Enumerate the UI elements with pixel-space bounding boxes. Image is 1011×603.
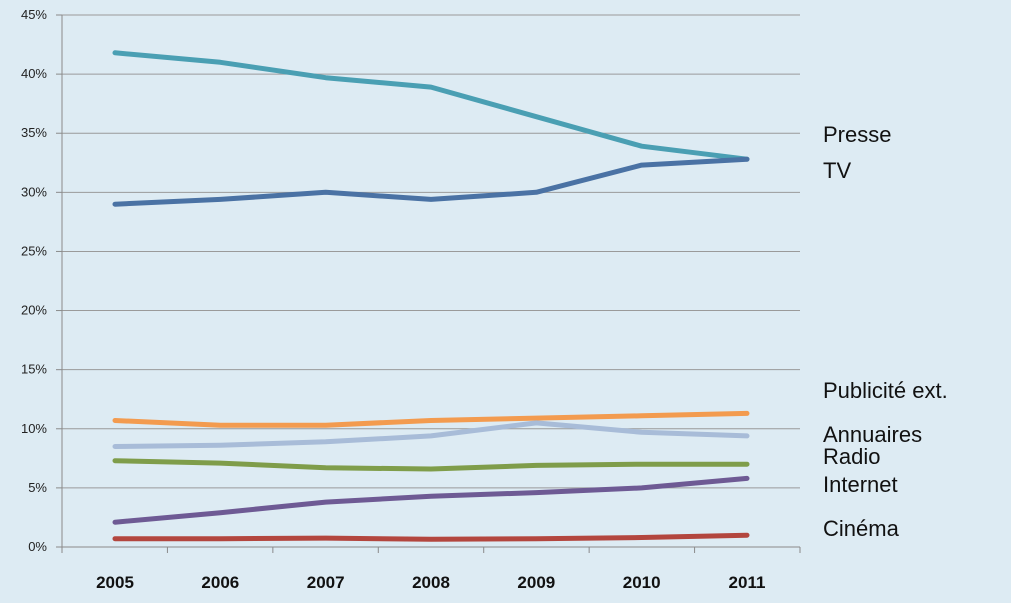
series-label: Publicité ext. — [823, 378, 948, 403]
x-tick-label: 2007 — [307, 573, 345, 592]
x-tick-label: 2006 — [201, 573, 239, 592]
y-tick-label: 10% — [21, 421, 47, 436]
y-tick-label: 25% — [21, 243, 47, 258]
series-label: Cinéma — [823, 516, 900, 541]
y-tick-label: 35% — [21, 125, 47, 140]
x-tick-label: 2010 — [623, 573, 661, 592]
y-tick-label: 20% — [21, 303, 47, 318]
series-label: Internet — [823, 472, 898, 497]
x-tick-label: 2011 — [729, 573, 766, 592]
y-tick-label: 45% — [21, 7, 47, 22]
x-tick-label: 2008 — [412, 573, 450, 592]
series-label: Radio — [823, 444, 880, 469]
x-tick-label: 2009 — [517, 573, 555, 592]
series-line-presse — [112, 50, 750, 162]
y-tick-label: 0% — [28, 539, 47, 554]
series-line-cin-ma — [112, 532, 750, 542]
series-label: Presse — [823, 122, 891, 147]
series-label: TV — [823, 158, 851, 183]
series-line-publicit-ext — [112, 410, 750, 428]
series-line-annuaires — [112, 420, 750, 449]
series-line-tv — [112, 156, 750, 207]
y-tick-label: 30% — [21, 184, 47, 199]
y-tick-label: 15% — [21, 362, 47, 377]
series-label: Annuaires — [823, 422, 922, 447]
y-tick-label: 40% — [21, 66, 47, 81]
y-tick-label: 5% — [28, 480, 47, 495]
series-line-radio — [112, 458, 750, 472]
x-tick-label: 2005 — [96, 573, 134, 592]
series-line-internet — [112, 475, 750, 525]
